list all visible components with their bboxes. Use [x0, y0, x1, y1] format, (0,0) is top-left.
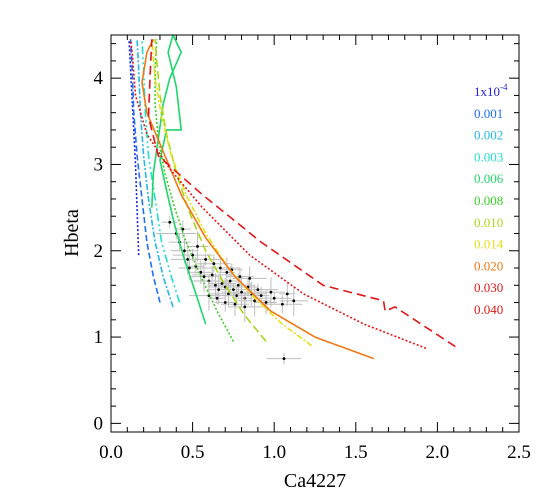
x-tick-label: 0.0	[99, 442, 123, 463]
observation-point	[262, 295, 303, 314]
observation-point	[220, 263, 243, 276]
observation-point	[190, 261, 219, 292]
observation-point	[192, 265, 233, 284]
legend: 1x10-4 0.001 0.002 0.003 0.006 0.008 0.010 0.01…	[474, 82, 508, 317]
axis-ticks	[110, 35, 520, 432]
series-line-0-040	[147, 39, 456, 348]
x-tick-label: 1.5	[344, 442, 368, 463]
series-line-0-001	[129, 39, 161, 303]
observation-point	[174, 220, 191, 239]
observation-point	[279, 281, 296, 306]
x-tick-labels: 0.0 0.5 1.0 1.5 2.0 2.5	[99, 442, 531, 463]
series-line-1x10	[128, 39, 140, 256]
series-line-0-003	[141, 39, 181, 303]
legend-entry: 0.006	[474, 171, 504, 186]
observation-point	[161, 216, 178, 229]
series-layer	[128, 34, 456, 360]
x-tick-label: 1.0	[262, 442, 286, 463]
legend-entry: 0.001	[474, 106, 503, 121]
observation-point	[266, 352, 301, 365]
y-tick-label: 1	[94, 327, 104, 348]
legend-entry: 0.020	[474, 258, 503, 273]
series-line-0-030	[129, 39, 427, 350]
x-tick-label: 2.5	[507, 442, 531, 463]
observation-point	[214, 293, 237, 312]
y-tick-label: 3	[94, 154, 104, 175]
y-tick-label: 0	[94, 413, 104, 434]
legend-entry: 0.002	[474, 128, 503, 143]
legend-entry: 0.040	[474, 302, 503, 317]
series-line-0-014	[151, 39, 313, 347]
observation-point	[256, 277, 285, 308]
y-tick-labels: 0 1 2 3 4	[94, 68, 104, 434]
x-tick-label: 2.0	[426, 442, 450, 463]
observations-layer	[156, 216, 308, 365]
y-tick-label: 2	[94, 241, 104, 262]
series-line-0-002	[136, 39, 174, 308]
x-axis-label: Ca4227	[284, 470, 346, 492]
legend-entry: 1x10-4	[474, 82, 508, 99]
observation-point	[186, 231, 209, 262]
y-tick-label: 4	[94, 68, 104, 89]
observation-point	[207, 273, 224, 298]
series-line-0-020	[141, 38, 375, 360]
legend-entry: 0.010	[474, 215, 503, 230]
legend-entry: 0.003	[474, 149, 503, 164]
series-line-0-008	[154, 39, 235, 342]
series-line-0-010	[154, 39, 267, 342]
series-line-0-006	[151, 34, 207, 325]
legend-entry: 0.030	[474, 280, 503, 295]
legend-entry: 0.008	[474, 193, 503, 208]
y-axis-label: Hbeta	[61, 209, 83, 257]
x-tick-label: 0.5	[181, 442, 205, 463]
observation-point	[237, 278, 260, 297]
observation-point	[227, 291, 262, 322]
observation-point	[279, 285, 308, 316]
legend-entry: 0.014	[474, 237, 504, 252]
observation-point	[257, 292, 292, 305]
